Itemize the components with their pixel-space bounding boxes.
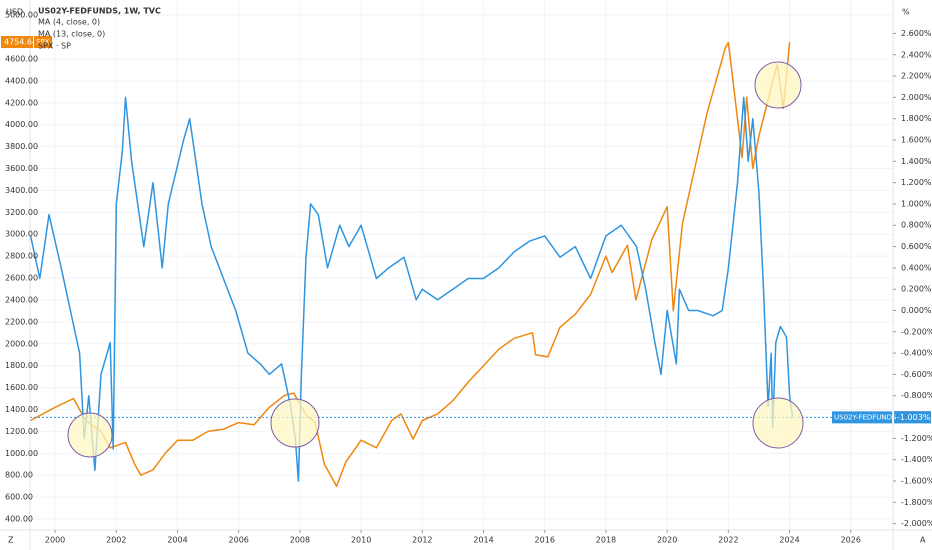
annotations (67, 61, 804, 458)
x-tick-label: 2014 (473, 536, 493, 545)
y2-tick-label: 2.600% (901, 29, 932, 38)
y2-tick-label: 0.000% (901, 306, 932, 315)
x-tick-label: 2022 (718, 536, 738, 545)
y-tick-label: 3200.00 (5, 208, 38, 217)
series-line (30, 41, 791, 487)
y2-axis-label: % (902, 8, 910, 17)
y2-tick-label: 1.800% (901, 114, 932, 123)
y-tick-label: 1600.00 (5, 383, 38, 392)
y2-tick-label: 2.000% (901, 93, 932, 102)
x-tick-label: 2000 (45, 536, 65, 545)
y-tick-label: 5000.00 (5, 11, 38, 20)
legend-item: SPX · SP (38, 42, 71, 51)
y2-tick-label: -1.400% (901, 455, 932, 464)
y-tick-label: 1400.00 (5, 405, 38, 414)
y-tick-label: 2600.00 (5, 274, 38, 283)
x-tick-label: 2006 (229, 536, 249, 545)
series-name-badge-label: SPX (36, 38, 50, 46)
y2-tick-label: -0.600% (901, 370, 932, 379)
y-tick-label: 2400.00 (5, 295, 38, 304)
y-tick-label: 3600.00 (5, 164, 38, 173)
price-badge (894, 411, 931, 424)
x-tick-label: 2018 (596, 536, 616, 545)
x-tick-label: 2008 (290, 536, 310, 545)
y-tick-label: 1800.00 (5, 361, 38, 370)
x-tick-label: 2024 (779, 536, 799, 545)
axes: 2000 2002 2004 2006 2008 2010 2012 2014 2016 2018… (1, 11, 932, 545)
y-tick-label: 400.00 (5, 515, 33, 524)
series-name-badge (34, 36, 52, 49)
series-name-badge (832, 411, 892, 424)
series-line (29, 96, 794, 482)
y2-tick-label: -1.200% (901, 434, 932, 443)
corner-button[interactable]: A (920, 536, 926, 545)
legend-title: US02Y-FEDFUNDS, 1W, TVC (38, 7, 161, 16)
y2-tick-label: -1.800% (901, 498, 932, 507)
price-badge-label: 4754.64 (4, 38, 37, 47)
highlight-circle (67, 412, 113, 458)
x-tick-label: 2012 (412, 536, 432, 545)
y-tick-label: 2000.00 (5, 339, 38, 348)
y2-tick-label: -0.400% (901, 349, 932, 358)
highlight-circle (752, 397, 804, 449)
y-tick-label: 3800.00 (5, 142, 38, 151)
y2-tick-label: 1.600% (901, 136, 932, 145)
x-tick-label: 2010 (351, 536, 371, 545)
y2-tick-label: -0.800% (901, 391, 932, 400)
y-tick-label: 3400.00 (5, 186, 38, 195)
x-tick-label: 2016 (535, 536, 555, 545)
y2-tick-label: 0.400% (901, 263, 932, 272)
x-tick-label: 2026 (841, 536, 861, 545)
y-tick-label: 1000.00 (5, 449, 38, 458)
y-tick-label: 600.00 (5, 493, 33, 502)
y2-tick-label: 2.400% (901, 50, 932, 59)
y-tick-label: 4400.00 (5, 76, 38, 85)
y-tick-label: 4200.00 (5, 98, 38, 107)
y2-tick-label: -1.600% (901, 476, 932, 485)
series-name-badge-label: US02Y-FEDFUNDS (834, 413, 897, 421)
y-tick-label: 1200.00 (5, 427, 38, 436)
highlight-circle (270, 398, 320, 448)
legend-item: MA (4, close, 0) (38, 18, 100, 27)
y-tick-label: 2800.00 (5, 252, 38, 261)
y-tick-label: 3000.00 (5, 230, 38, 239)
grid (30, 0, 893, 530)
legend-item: MA (13, close, 0) (38, 30, 105, 39)
plot (29, 41, 893, 487)
price-badge-label: -1.003% (897, 413, 931, 422)
highlight-circle (754, 61, 802, 109)
y2-tick-label: 1.000% (901, 199, 932, 208)
price-badge (1, 36, 33, 49)
x-tick-label: 2020 (657, 536, 677, 545)
y2-tick-label: -2.000% (901, 519, 932, 528)
y2-tick-label: 1.400% (901, 157, 932, 166)
y2-tick-label: 0.800% (901, 221, 932, 230)
y2-tick-label: 0.600% (901, 242, 932, 251)
y-tick-label: 4000.00 (5, 120, 38, 129)
y2-tick-label: 1.200% (901, 178, 932, 187)
y-axis-label: USD (6, 8, 23, 17)
corner-button[interactable]: Z (8, 536, 14, 545)
y2-tick-label: -0.200% (901, 327, 932, 336)
x-tick-label: 2002 (106, 536, 126, 545)
y2-tick-label: 0.200% (901, 285, 932, 294)
y-tick-label: 800.00 (5, 471, 33, 480)
y-tick-label: 4600.00 (5, 54, 38, 63)
y2-tick-label: 2.200% (901, 72, 932, 81)
x-tick-label: 2004 (167, 536, 187, 545)
y-tick-label: 2200.00 (5, 317, 38, 326)
